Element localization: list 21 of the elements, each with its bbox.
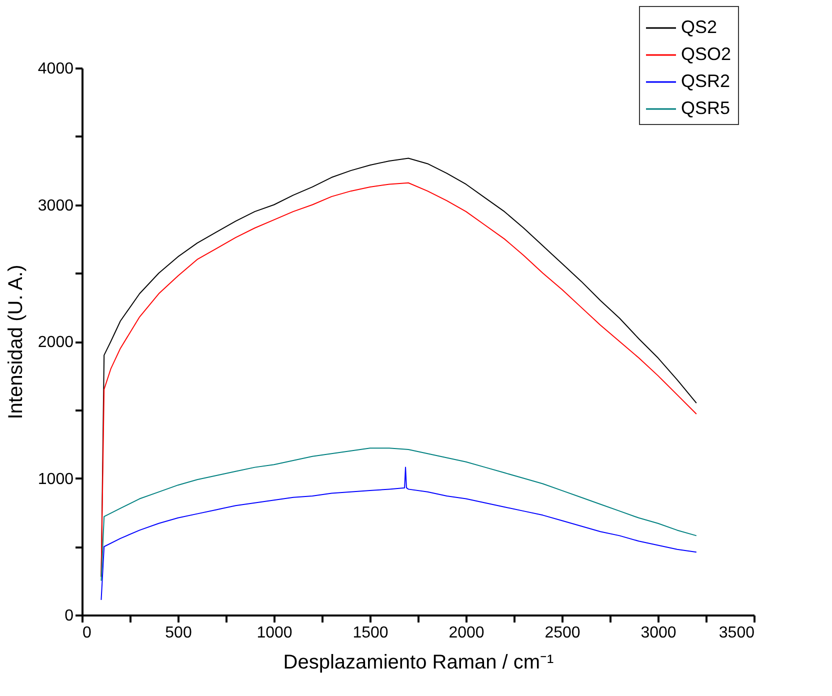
legend-label: QSR5 [681, 98, 730, 118]
x-tick-label: 1000 [256, 624, 292, 642]
y-tick-label: 0 [64, 608, 74, 624]
line-series [100, 466, 697, 600]
x-tick-label: 500 [165, 624, 192, 642]
y-axis-title: Intensidad (U. A.) [4, 264, 27, 420]
x-tick-label: 2500 [544, 624, 580, 642]
x-tick-label: 0 [82, 624, 92, 642]
x-tick-label: 3500 [718, 624, 755, 642]
x-tick-label: 1500 [352, 624, 388, 642]
x-tick-label: 2000 [448, 624, 484, 642]
line-series [100, 448, 697, 582]
y-tick-label: 1000 [38, 470, 74, 488]
y-tick-label: 2000 [38, 334, 74, 351]
y-tick-label: 4000 [38, 60, 74, 78]
y-tick-label: 3000 [38, 197, 74, 214]
legend-label: QS2 [681, 17, 718, 37]
x-tick-label: 3000 [640, 624, 676, 642]
legend-label: QSO2 [681, 44, 732, 64]
x-axis-title: Desplazamiento Raman / cm⁻¹ [283, 652, 554, 674]
legend-label: QSR2 [681, 71, 730, 91]
